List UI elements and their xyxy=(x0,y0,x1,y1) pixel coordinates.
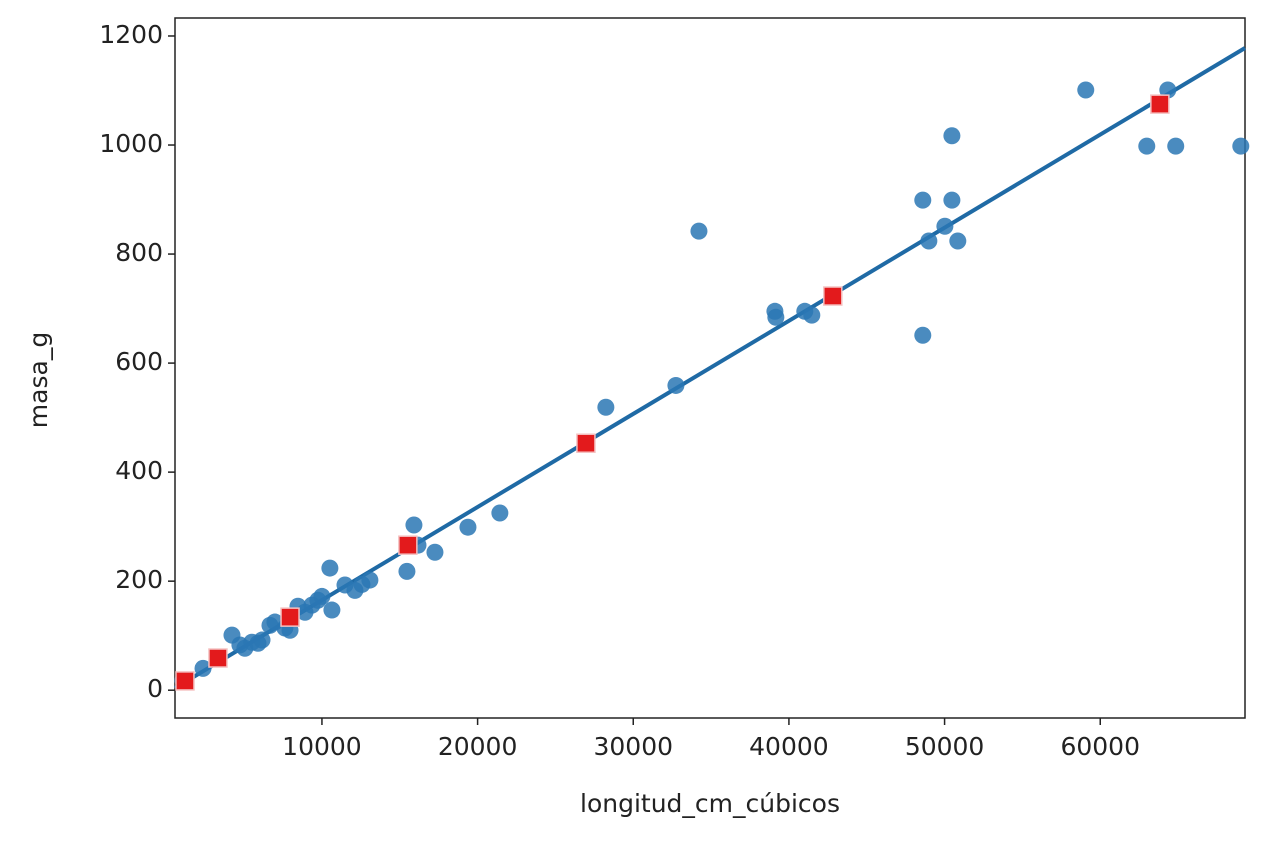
plot-frame xyxy=(174,17,1246,719)
data-point xyxy=(1138,137,1156,155)
fit-point xyxy=(208,648,228,668)
data-point xyxy=(361,571,379,589)
y-tick-label: 400 xyxy=(115,456,163,485)
fit-point xyxy=(576,433,596,453)
x-tick-label: 10000 xyxy=(282,732,362,761)
data-point xyxy=(667,376,685,394)
data-point xyxy=(943,191,961,209)
regression-line xyxy=(173,46,1247,690)
data-point xyxy=(914,326,932,344)
data-point xyxy=(194,659,212,677)
data-point xyxy=(323,601,341,619)
data-point xyxy=(313,587,331,605)
data-point xyxy=(1232,137,1250,155)
data-point xyxy=(426,543,444,561)
y-tick-label: 1200 xyxy=(99,20,163,49)
data-point xyxy=(321,559,339,577)
x-tick-label: 20000 xyxy=(438,732,518,761)
fit-point xyxy=(398,535,418,555)
data-point xyxy=(936,217,954,235)
data-point xyxy=(690,222,708,240)
x-tick-label: 60000 xyxy=(1060,732,1140,761)
y-axis-label: masa_g xyxy=(24,332,53,428)
data-point xyxy=(920,232,938,250)
y-tick-label: 200 xyxy=(115,565,163,594)
y-tick-label: 0 xyxy=(147,674,163,703)
data-point xyxy=(914,191,932,209)
y-tick-label: 800 xyxy=(115,238,163,267)
data-point xyxy=(253,631,271,649)
data-point xyxy=(803,306,821,324)
data-point xyxy=(1077,81,1095,99)
data-point xyxy=(491,504,509,522)
data-point xyxy=(405,516,423,534)
data-point xyxy=(459,518,477,536)
data-point xyxy=(1159,81,1177,99)
data-point xyxy=(1167,137,1185,155)
y-tick-label: 1000 xyxy=(99,129,163,158)
x-tick-label: 30000 xyxy=(593,732,673,761)
fit-point xyxy=(823,286,843,306)
data-point xyxy=(949,232,967,250)
data-point xyxy=(597,398,615,416)
x-tick-label: 50000 xyxy=(905,732,985,761)
x-axis-label: longitud_cm_cúbicos xyxy=(580,789,840,818)
x-tick-label: 40000 xyxy=(749,732,829,761)
y-tick-label: 600 xyxy=(115,347,163,376)
fit-point xyxy=(175,671,195,691)
fit-point xyxy=(280,607,300,627)
data-point xyxy=(398,562,416,580)
data-point xyxy=(943,127,961,145)
data-point xyxy=(767,308,785,326)
fit-point xyxy=(1150,94,1170,114)
